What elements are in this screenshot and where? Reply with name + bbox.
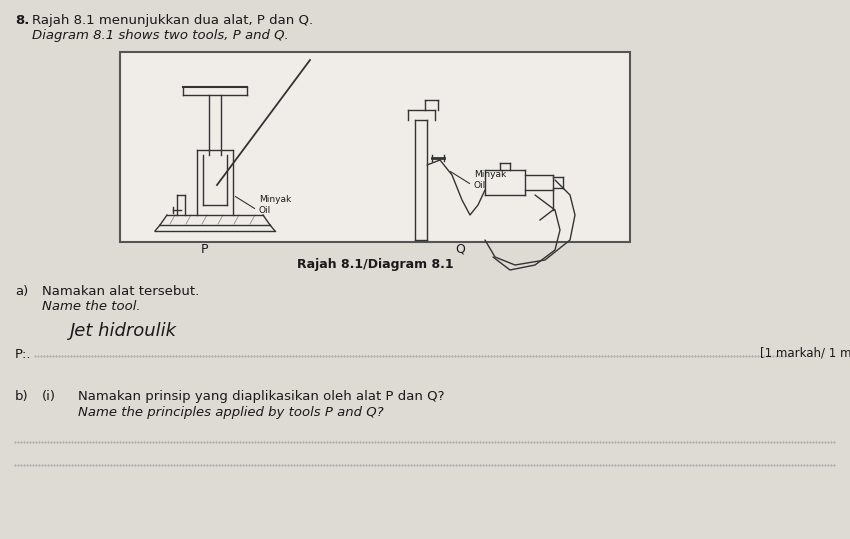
Text: Rajah 8.1/Diagram 8.1: Rajah 8.1/Diagram 8.1 — [297, 258, 453, 271]
Text: a): a) — [15, 285, 28, 298]
Bar — [120, 52, 630, 242]
Text: Rajah 8.1 menunjukkan dua alat, P dan Q.: Rajah 8.1 menunjukkan dua alat, P dan Q. — [32, 14, 313, 27]
Text: Namakan prinsip yang diaplikasikan oleh alat P dan Q?: Namakan prinsip yang diaplikasikan oleh … — [78, 390, 445, 403]
Text: Minyak
Oil: Minyak Oil — [474, 170, 507, 190]
Text: Minyak
Oil: Minyak Oil — [259, 195, 292, 215]
Text: Diagram 8.1 shows two tools, P and Q.: Diagram 8.1 shows two tools, P and Q. — [32, 29, 289, 42]
Text: Name the principles applied by tools P and Q?: Name the principles applied by tools P a… — [78, 406, 383, 419]
Text: Q: Q — [455, 243, 465, 256]
Text: Jet hidroulik: Jet hidroulik — [70, 322, 177, 340]
Text: 8.: 8. — [15, 14, 30, 27]
Text: Namakan alat tersebut.: Namakan alat tersebut. — [42, 285, 199, 298]
Text: P: P — [201, 243, 209, 256]
Text: [1 markah/ 1 mark]: [1 markah/ 1 mark] — [760, 346, 850, 359]
Text: Name the tool.: Name the tool. — [42, 300, 140, 313]
Text: P:.: P:. — [15, 348, 31, 361]
Text: b): b) — [15, 390, 29, 403]
Text: (i): (i) — [42, 390, 56, 403]
